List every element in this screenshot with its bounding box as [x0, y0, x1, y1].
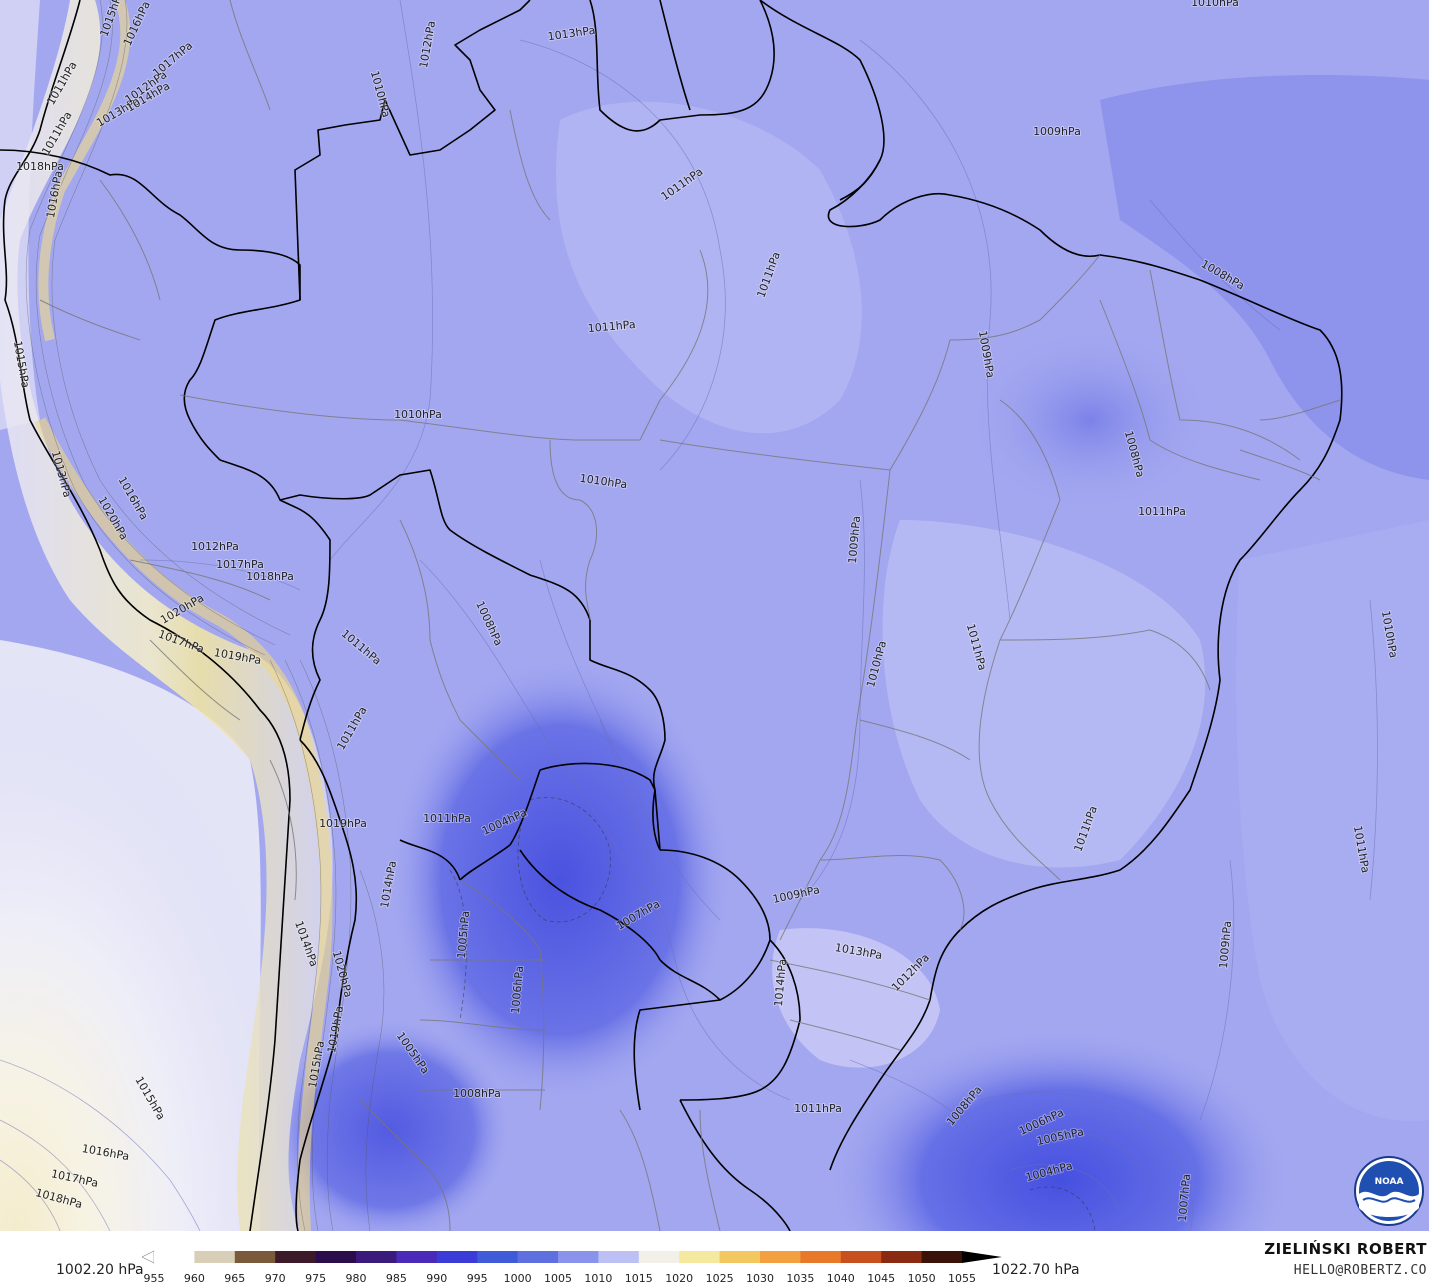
colorbar-tick-label: 1005 — [544, 1272, 572, 1285]
isobar-label: 1012hPa — [191, 540, 239, 553]
isobar-label: 1009hPa — [1033, 125, 1081, 138]
isobar-label: 1008hPa — [453, 1087, 501, 1100]
colorbar-segment — [275, 1251, 317, 1263]
colorbar-tick-label: 995 — [466, 1272, 488, 1285]
colorbar-max-arrow — [962, 1251, 1002, 1263]
colorbar-tick-label: 1020 — [665, 1272, 694, 1285]
colorbar-tick-label: 1015 — [624, 1272, 653, 1285]
colorbar-tick-label: 980 — [345, 1272, 367, 1285]
colorbar-segment — [881, 1251, 923, 1263]
colorbar-tick-label: 1030 — [746, 1272, 774, 1285]
noaa-logo: NOAA — [1354, 1156, 1424, 1226]
colorbar-legend: 1002.20 hPa 955 960 965 970 975 980 985 990 995 1… — [0, 1232, 1429, 1287]
pressure-map: 1010hPa1013hPa1012hPa1010hPa1009hPa1011h… — [0, 0, 1429, 1231]
colorbar-tick-label: 955 — [143, 1272, 165, 1285]
isobar-label: 1011hPa — [794, 1102, 842, 1115]
isobar-label: 1006hPa — [509, 965, 526, 1014]
colorbar-tick-label: 1025 — [705, 1272, 734, 1285]
isobar-label: 1019hPa — [319, 817, 367, 830]
colorbar-segment — [558, 1251, 599, 1263]
colorbar-segment — [760, 1251, 801, 1263]
isobar-label: 1018hPa — [16, 160, 64, 173]
colorbar-segment — [234, 1251, 276, 1263]
colorbar-tick-label: 1055 — [948, 1272, 976, 1285]
colorbar-segment — [477, 1251, 519, 1263]
colorbar-tick-label: 990 — [426, 1272, 448, 1285]
isobar-label: 1018hPa — [246, 570, 294, 583]
colorbar-tick-label: 1045 — [867, 1272, 896, 1285]
isobar-label: 1014hPa — [772, 958, 789, 1007]
colorbar-tick-label: 985 — [385, 1272, 407, 1285]
colorbar-tick-label: 975 — [305, 1272, 327, 1285]
colorbar-segment — [517, 1251, 559, 1263]
colorbar-min-arrow — [142, 1250, 155, 1264]
colorbar-tick-label: 1050 — [907, 1272, 936, 1285]
svg-text:NOAA: NOAA — [1375, 1177, 1404, 1187]
colorbar-tick-label: 1010 — [584, 1272, 613, 1285]
author-email[interactable]: HELLO@ROBERTZ.CO — [1293, 1263, 1427, 1278]
isobar-label: 1010hPa — [1191, 0, 1239, 9]
colorbar-segment — [719, 1251, 761, 1263]
legend-max-label: 1022.70 hPa — [992, 1262, 1080, 1278]
colorbar-tick-label: 970 — [264, 1272, 286, 1285]
isobar-label: 1011hPa — [1138, 505, 1186, 518]
isobar-label: 1009hPa — [846, 515, 863, 564]
colorbar-segment — [356, 1251, 397, 1263]
colorbar-segment — [921, 1251, 963, 1263]
isobar-label: 1005hPa — [455, 910, 472, 959]
colorbar-segment — [396, 1251, 438, 1263]
colorbar-segment — [315, 1251, 357, 1263]
colorbar-segment — [800, 1251, 842, 1263]
isobar-label: 1010hPa — [394, 408, 442, 421]
legend-min-label: 1002.20 hPa — [56, 1262, 144, 1278]
colorbar-segment — [194, 1251, 236, 1263]
isobar-label: 1011hPa — [423, 812, 471, 825]
colorbar-tick-label: 960 — [183, 1272, 205, 1285]
colorbar-segment — [638, 1251, 680, 1263]
isobar-label: 1009hPa — [1217, 920, 1234, 969]
colorbar-segment — [154, 1251, 195, 1263]
colorbar-segment — [436, 1251, 478, 1263]
colorbar-tick-label: 1035 — [786, 1272, 815, 1285]
colorbar-segment — [840, 1251, 882, 1263]
colorbar-segment — [679, 1251, 721, 1263]
colorbar-tick-label: 1040 — [826, 1272, 855, 1285]
isobar-label: 1017hPa — [216, 558, 264, 571]
isobar-label: 1011hPa — [587, 318, 636, 335]
author-name: ZIELIŃSKI ROBERT — [1264, 1240, 1427, 1258]
colorbar-tick-label: 965 — [224, 1272, 246, 1285]
colorbar-tick-label: 1000 — [503, 1272, 532, 1285]
colorbar — [142, 1250, 1002, 1264]
colorbar-segment — [598, 1251, 640, 1263]
isobar-label: 1007hPa — [1176, 1173, 1193, 1222]
